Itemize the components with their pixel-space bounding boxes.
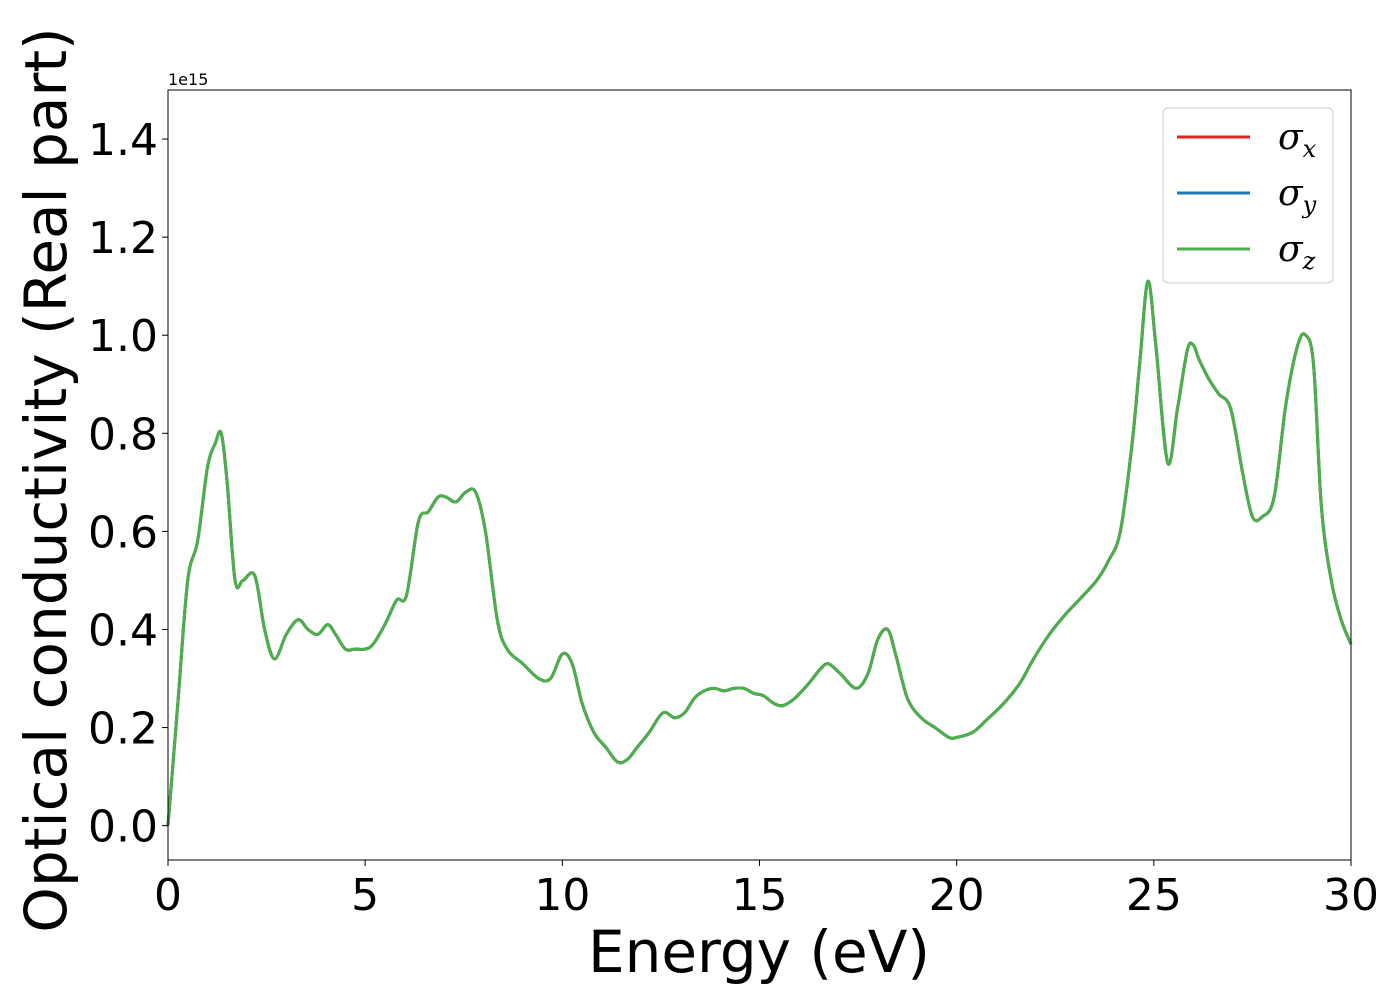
y-tick-label: 0.2 [88,704,158,755]
y-tick-label: 0.0 [88,802,158,853]
x-axis-ticks: 0 5 10 15 20 25 30 [154,860,1379,921]
legend-label-y: σy [1278,173,1317,219]
y-offset-text: 1e15 [168,70,208,89]
y-tick-label: 1.2 [88,213,158,264]
legend-label-x: σx [1278,117,1317,163]
legend-label-z: σz [1278,229,1316,275]
x-tick-label: 30 [1323,870,1379,921]
x-tick-label: 10 [534,870,590,921]
y-tick-label: 1.0 [88,311,158,362]
series-line-z [166,279,1353,826]
y-tick-label: 1.4 [88,115,158,166]
y-axis-ticks: 0.0 0.2 0.4 0.6 0.8 1.0 1.2 1.4 [88,115,168,853]
x-axis-title: Energy (eV) [588,918,930,986]
x-tick-label: 5 [351,870,379,921]
series-line-y [166,279,1353,826]
y-tick-label: 0.4 [88,605,158,656]
x-tick-label: 25 [1126,870,1182,921]
x-tick-label: 20 [929,870,985,921]
x-tick-label: 15 [732,870,788,921]
plot-lines [166,279,1353,826]
legend-box [1162,107,1334,284]
y-tick-label: 0.8 [88,409,158,460]
series-line-x [166,279,1353,826]
x-tick-label: 0 [154,870,182,921]
y-tick-label: 0.6 [88,507,158,558]
legend: σx σy σz [1162,107,1334,284]
y-axis-title: Optical conductivity (Real part) [12,27,80,932]
